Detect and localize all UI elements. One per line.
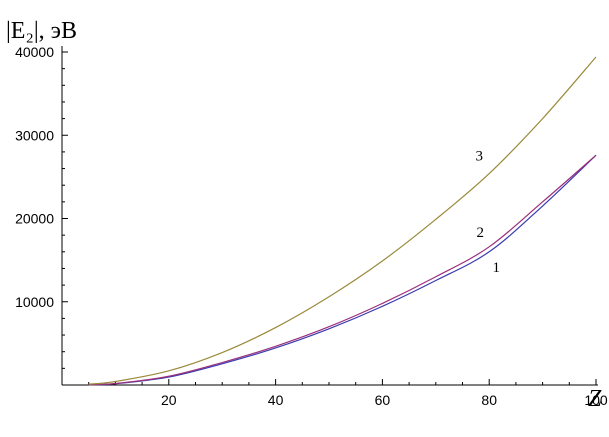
y-tick-label: 40000	[15, 44, 54, 60]
x-tick-label: 60	[375, 392, 391, 408]
x-tick-label: 40	[268, 392, 284, 408]
x-tick-label: 100	[584, 392, 608, 408]
y-tick-label: 20000	[15, 211, 54, 227]
curves	[88, 56, 597, 386]
y-axis-title: |E₂|, эВ	[6, 18, 77, 44]
y-tick-label: 10000	[15, 294, 54, 310]
x-axis-title: Z	[588, 386, 602, 412]
series-line-2	[88, 154, 597, 386]
y-tick-label: 30000	[15, 127, 54, 143]
x-tick-label: 80	[481, 392, 497, 408]
series-line-3	[88, 56, 597, 385]
x-tick-label: 20	[161, 392, 177, 408]
axes	[61, 46, 598, 386]
labels: 20 40 60 80 100 10000 20000 30000 40000|E₂|, эВ Z…	[6, 18, 608, 412]
series-line-1	[88, 154, 597, 386]
series-label-2: 2	[476, 225, 484, 241]
series-label-3: 3	[475, 149, 483, 165]
series-label-1: 1	[492, 260, 500, 276]
